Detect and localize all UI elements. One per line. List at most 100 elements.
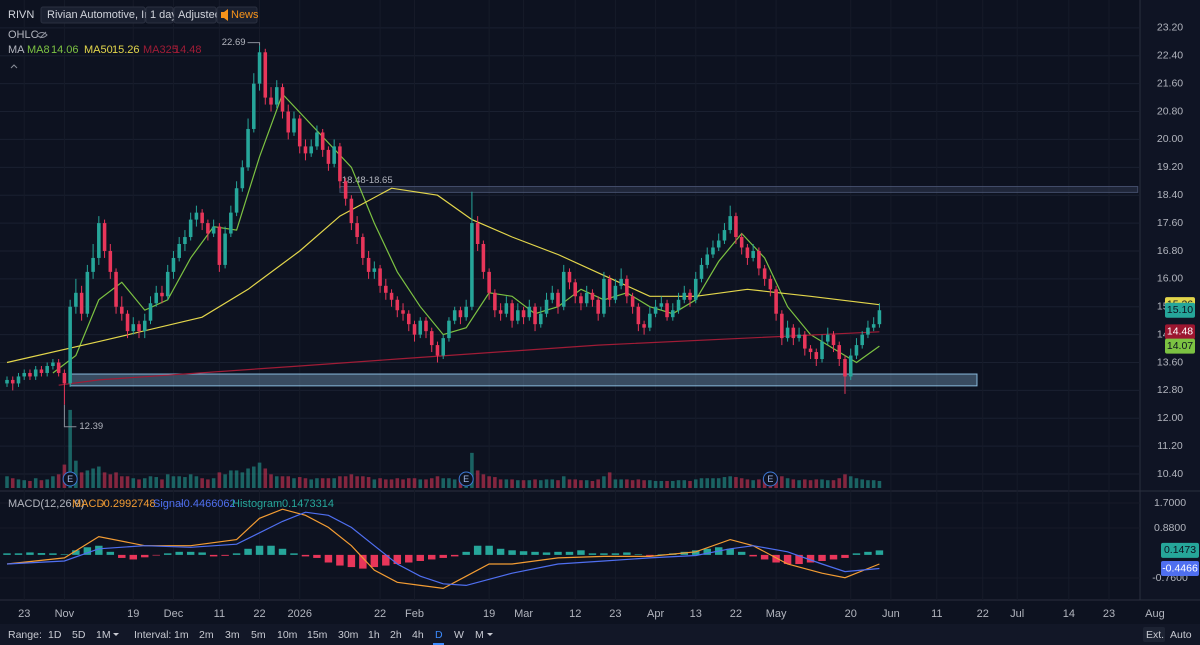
interval-button[interactable]: 4h (412, 629, 424, 641)
interval-button[interactable]: 2m (199, 629, 214, 641)
candle-body (74, 292, 78, 307)
candle-body (498, 310, 503, 314)
histogram-bar (795, 554, 803, 565)
volume-bar (51, 476, 55, 488)
interval[interactable]: 1 day (150, 9, 177, 21)
volume-bar (286, 476, 291, 488)
range-button[interactable]: 1D (48, 629, 62, 641)
event-marker[interactable] (762, 471, 778, 487)
x-tick-label: Nov (55, 608, 75, 620)
price-tag-label: 14.48 (1167, 326, 1193, 338)
scale-button[interactable]: Auto (1170, 629, 1192, 641)
volume-bar (567, 479, 572, 488)
x-tick-label: 23 (609, 608, 621, 620)
volume-bar (211, 478, 216, 488)
y-tick-label: 13.60 (1157, 356, 1183, 368)
candle-body (200, 212, 204, 224)
volume-bar (780, 476, 784, 488)
candle-body (774, 289, 778, 314)
symbol[interactable]: RIVN (8, 9, 34, 21)
candle-body (366, 257, 371, 272)
interval-button[interactable]: 1m (174, 629, 189, 641)
candle-body (803, 334, 807, 349)
histogram-bar (772, 554, 780, 563)
histogram-bar (37, 553, 46, 555)
volume-bar (648, 480, 652, 488)
histogram-bar (370, 554, 379, 568)
interval-button[interactable]: M (475, 629, 484, 641)
scale-button[interactable]: Ext. (1146, 629, 1164, 641)
interval-button[interactable]: 3m (225, 629, 240, 641)
candle-body (619, 278, 623, 286)
histogram-bar (692, 550, 700, 555)
x-tick-label: Aug (1145, 608, 1165, 620)
legend-value: 0.1473314 (282, 498, 334, 510)
volume-bar (395, 478, 400, 488)
dropdown-icon[interactable] (487, 633, 493, 636)
volume-bar (125, 476, 130, 488)
volume-bar (79, 472, 84, 488)
candle-body (493, 292, 497, 311)
volume-bar (722, 477, 727, 488)
volume-bar (814, 479, 819, 488)
candle-body (814, 352, 819, 360)
x-tick-label: 14 (1063, 608, 1075, 620)
legend-name: Histogram (232, 498, 282, 510)
x-tick-label: 22 (253, 608, 265, 620)
range-button[interactable]: 5D (72, 629, 86, 641)
histogram-bar (244, 548, 252, 555)
volume-bar (573, 479, 578, 488)
dropdown-icon[interactable] (113, 633, 119, 636)
histogram-bar (531, 551, 539, 555)
collapse-icon[interactable] (10, 64, 18, 69)
candle-body (297, 118, 302, 147)
event-marker[interactable] (458, 471, 474, 487)
interval-button[interactable]: W (454, 629, 464, 641)
interval-button[interactable]: 1h (368, 629, 380, 641)
adjusted[interactable]: Adjusted (178, 9, 221, 21)
histogram-bar (600, 553, 608, 555)
candle-body (682, 292, 687, 300)
volume-bar (556, 480, 560, 488)
volume-bar (716, 478, 721, 488)
eye-icon[interactable] (36, 31, 48, 39)
candle-body (320, 132, 325, 150)
x-tick-label: 11 (931, 608, 942, 620)
candle-body (154, 292, 159, 304)
price-tag (1165, 338, 1195, 354)
histogram-bar (359, 554, 367, 569)
volume-bar (475, 470, 480, 488)
interval-button[interactable]: 5m (251, 629, 266, 641)
candle-body (458, 310, 463, 318)
volume-bar (384, 479, 388, 488)
event-marker[interactable] (62, 471, 78, 487)
interval-button[interactable]: 10m (277, 629, 298, 641)
volume-bar (619, 479, 623, 488)
interval-button[interactable]: 15m (307, 629, 328, 641)
histogram-bar (450, 554, 459, 557)
interval-button[interactable]: 2h (390, 629, 402, 641)
volume-bar (137, 479, 141, 488)
volume-bar (45, 479, 49, 488)
candle-body (131, 324, 136, 332)
interval-button[interactable]: 30m (338, 629, 359, 641)
volume-bar (108, 474, 113, 488)
volume-bar (550, 479, 555, 488)
histogram-bar (175, 551, 183, 555)
news[interactable]: News (231, 9, 259, 21)
candle-body (79, 292, 84, 314)
histogram-bar (163, 553, 172, 555)
range-button[interactable]: 1M (96, 629, 111, 641)
candle-body (671, 310, 675, 318)
candle-body (854, 345, 859, 356)
candle-body (16, 376, 21, 384)
macd-tag (1161, 542, 1199, 558)
y-tick-label: 1.7000 (1154, 497, 1186, 509)
legend-name: MA50 (84, 44, 113, 56)
volume-bar (843, 474, 847, 488)
volume-bar (837, 478, 842, 488)
volume-bar (699, 478, 704, 488)
candle-body (791, 327, 796, 339)
volume-bar (297, 477, 302, 488)
interval-button[interactable]: D (435, 629, 443, 641)
